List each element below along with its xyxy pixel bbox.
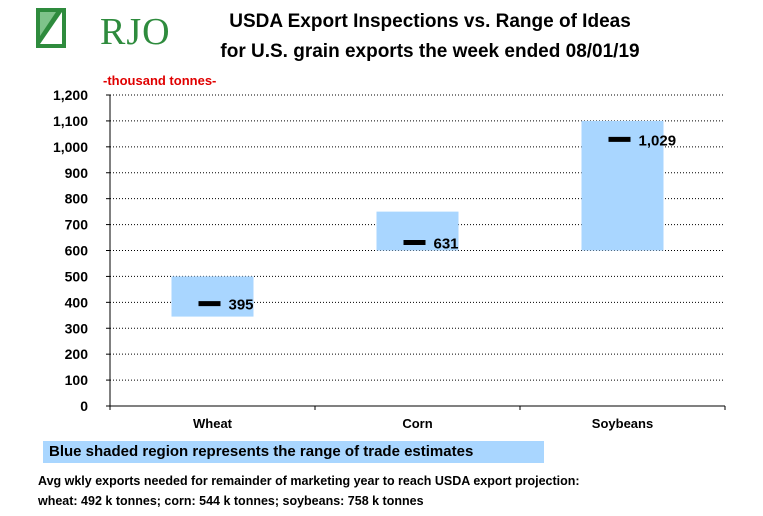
y-tick-label: 300 bbox=[65, 320, 89, 336]
legend-note: Blue shaded region represents the range … bbox=[43, 441, 544, 463]
chart-title-line2: for U.S. grain exports the week ended 08… bbox=[220, 41, 640, 62]
y-tick-label: 1,200 bbox=[53, 87, 88, 103]
actual-value-label-soybeans: 1,029 bbox=[639, 132, 677, 149]
actual-value-label-corn: 631 bbox=[434, 235, 459, 252]
footnote-line2: wheat: 492 k tonnes; corn: 544 k tonnes;… bbox=[38, 494, 424, 508]
y-tick-label: 0 bbox=[80, 398, 88, 414]
chart-title-line1: USDA Export Inspections vs. Range of Ide… bbox=[229, 11, 631, 32]
footnote-line1: Avg wkly exports needed for remainder of… bbox=[38, 474, 580, 488]
actual-value-label-wheat: 395 bbox=[229, 297, 254, 314]
unit-label: -thousand tonnes- bbox=[103, 73, 217, 88]
y-tick-label: 1,100 bbox=[53, 113, 88, 129]
y-tick-label: 1,000 bbox=[53, 139, 88, 155]
range-bar-soybeans bbox=[581, 120, 664, 251]
y-tick-label: 900 bbox=[65, 165, 89, 181]
y-tick-label: 400 bbox=[65, 294, 89, 310]
y-tick-label: 200 bbox=[65, 346, 89, 362]
x-tick-label: Soybeans bbox=[592, 416, 653, 431]
x-tick-label: Wheat bbox=[193, 416, 233, 431]
range-bar-wheat bbox=[171, 276, 254, 317]
range-chart: 0 100 200 300 400 500 600 700 800 900 1,000 1,100 1,… bbox=[53, 87, 726, 431]
rjo-logo-mark bbox=[36, 8, 66, 48]
logo-text: RJO bbox=[100, 11, 171, 53]
y-tick-label: 600 bbox=[65, 243, 89, 259]
x-tick-label: Corn bbox=[402, 416, 432, 431]
y-tick-label: 500 bbox=[65, 268, 89, 284]
y-tick-label: 700 bbox=[65, 217, 89, 233]
y-tick-label: 800 bbox=[65, 191, 89, 207]
rjo-logo: RJO bbox=[36, 6, 170, 53]
y-tick-label: 100 bbox=[65, 372, 89, 388]
